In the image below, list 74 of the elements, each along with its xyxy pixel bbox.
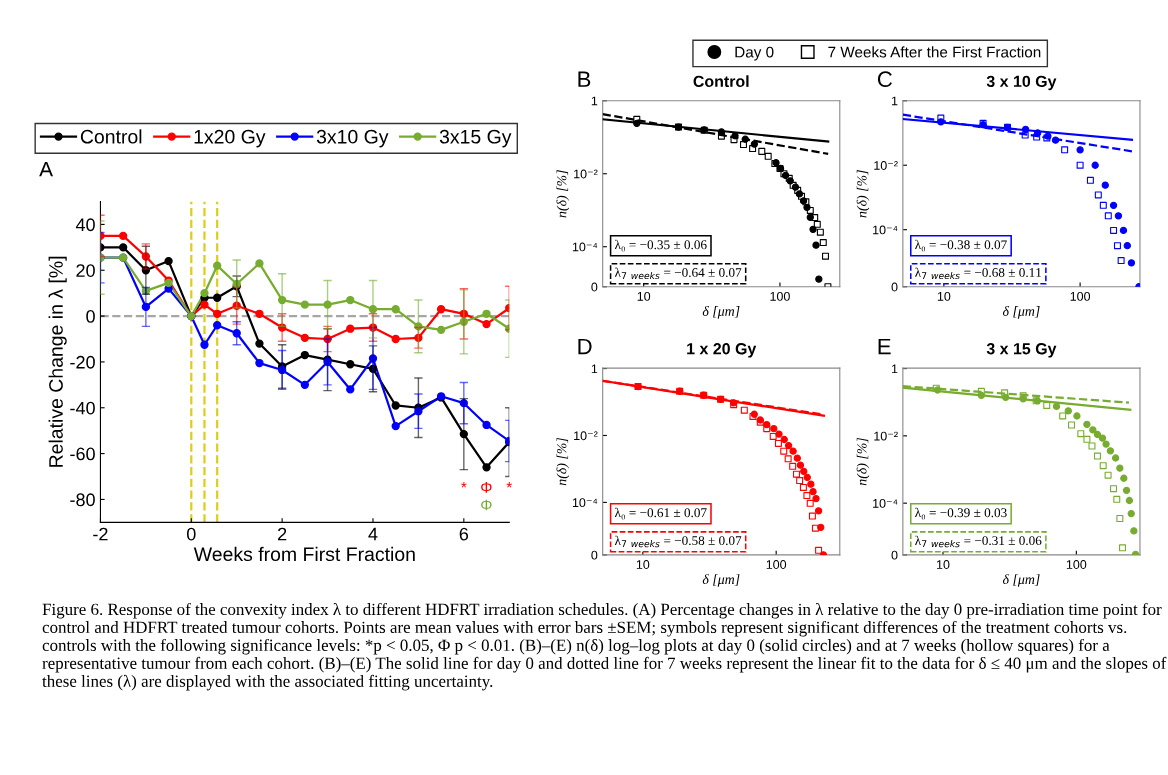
x-axis-title: δ [μm] xyxy=(702,574,740,587)
text: E xyxy=(878,338,891,355)
x-tick-label: 10 xyxy=(637,291,651,301)
chart-title: Control xyxy=(693,75,749,88)
legend-label: 3x15 Gy xyxy=(439,129,512,148)
y-tick-label: 1 xyxy=(591,96,598,106)
annotation: λ₀ = −0.38 ± 0.07 xyxy=(915,239,1007,252)
x-tick-label: 10 xyxy=(937,560,950,569)
y-tick-label: -40 xyxy=(70,401,95,415)
y-axis-title: n(δ) [%] xyxy=(856,170,870,218)
y-tick-label: 10⁻⁴ xyxy=(572,498,598,508)
annotation: * xyxy=(461,482,467,488)
y-tick-label: 10⁻² xyxy=(574,169,598,179)
text: C xyxy=(877,71,892,88)
y-tick-label: -60 xyxy=(70,447,95,461)
y-tick-label: 0 xyxy=(86,310,95,323)
x-axis-title: δ [μm] xyxy=(702,306,740,319)
y-tick-label: 0 xyxy=(891,550,898,560)
x-tick-label: 2 xyxy=(278,527,287,541)
y-tick-label: 0 xyxy=(891,282,898,292)
y-tick-label: 10⁻² xyxy=(874,161,898,170)
x-tick-label: 6 xyxy=(459,527,469,541)
y-tick-label: 10⁻⁴ xyxy=(572,242,598,252)
y-axis-title: n(δ) [%] xyxy=(556,170,570,218)
caption: Figure 6. Response of the convexity index λ to different HDFRT irradiation schedules. (A) Percentage changes in λ relative to the day 0 pre-irradiation time point for control and HDFRT treated tumour cohorts. Points are mean values with error bars ±SEM; symbols represent significant differences of the treatment cohorts vs. controls with the following significance levels: *p < 0.05, Φ p < 0.01. (B)–(E) n(δ) log–log plots at day 0 (solid circles) and at 7 weeks (hollow squares) for a representative tumour from each cohort. (B)–(E) The solid line for day 0 and dotted line for 7 weeks represent the linear fit to the data for δ ≤ 40 μm and the slopes of these lines (λ) are displayed with the associated fitting uncertainty. xyxy=(42,602,1167,691)
y-tick-label: 0 xyxy=(591,282,598,292)
y-axis-title: n(δ) [%] xyxy=(556,437,570,486)
text: B xyxy=(578,71,591,87)
x-tick-label: 100 xyxy=(1066,560,1087,569)
y-tick-label: 1 xyxy=(591,364,598,374)
x-tick-label: 0 xyxy=(186,527,196,541)
text: A xyxy=(39,161,53,177)
y-tick-label: 40 xyxy=(75,218,95,232)
annotation: λ₀ = −0.39 ± 0.03 xyxy=(915,507,1007,520)
legend-label: 7 Weeks After the First Fraction xyxy=(828,46,1041,58)
legend-label: 3x10 Gy xyxy=(316,129,389,148)
x-axis-title: δ [μm] xyxy=(1002,574,1040,587)
x-tick-label: 100 xyxy=(770,291,790,301)
legend-label: 1x20 Gy xyxy=(194,129,266,148)
y-tick-label: -80 xyxy=(70,493,95,507)
annotation: λ$_{7 weeks}$ = −0.64 ± 0.07 xyxy=(614,267,742,280)
x-tick-label: 100 xyxy=(766,560,787,569)
y-tick-label: 0 xyxy=(591,550,598,560)
x-tick-label: 100 xyxy=(1070,291,1091,301)
annotation: * xyxy=(506,482,512,488)
chart-title: 3 x 10 Gy xyxy=(986,75,1057,91)
annotation: Φ xyxy=(481,499,492,511)
annotation: Φ xyxy=(481,482,492,493)
x-tick-label: 4 xyxy=(368,527,378,541)
annotation: λ$_{7 weeks}$ = −0.31 ± 0.06 xyxy=(915,535,1042,548)
x-axis-title: δ [μm] xyxy=(1002,306,1040,319)
y-tick-label: 10⁻⁴ xyxy=(873,225,898,235)
x-tick-label: 10 xyxy=(937,291,951,301)
chart-title: 3 x 15 Gy xyxy=(986,343,1057,358)
y-tick-label: 1 xyxy=(892,96,898,106)
y-tick-label: 20 xyxy=(76,264,95,277)
y-tick-label: 10⁻² xyxy=(574,431,598,441)
x-tick-label: 10 xyxy=(636,560,650,569)
annotation: λ$_{7 weeks}$ = −0.68 ± 0.11 xyxy=(915,267,1042,280)
legend-label: Control xyxy=(80,129,142,144)
x-axis-title: Weeks from First Fraction xyxy=(193,546,415,562)
text: D xyxy=(578,338,592,355)
y-tick-label: 10⁻⁴ xyxy=(873,498,898,508)
annotation: λ₀ = −0.61 ± 0.07 xyxy=(614,507,707,520)
annotation: λ$_{7 weeks}$ = −0.58 ± 0.07 xyxy=(614,535,742,548)
annotation: λ₀ = −0.35 ± 0.06 xyxy=(614,239,707,252)
y-tick-label: 1 xyxy=(892,364,898,374)
x-tick-label: -2 xyxy=(93,527,108,541)
chart-title: 1 x 20 Gy xyxy=(687,343,757,358)
y-tick-label: 10⁻² xyxy=(874,431,898,441)
legend-label: Day 0 xyxy=(735,46,774,61)
y-axis-title: n(δ) [%] xyxy=(856,437,870,486)
y-axis-title: Relative Change in λ [%] xyxy=(48,256,67,467)
y-tick-label: -20 xyxy=(70,355,95,369)
